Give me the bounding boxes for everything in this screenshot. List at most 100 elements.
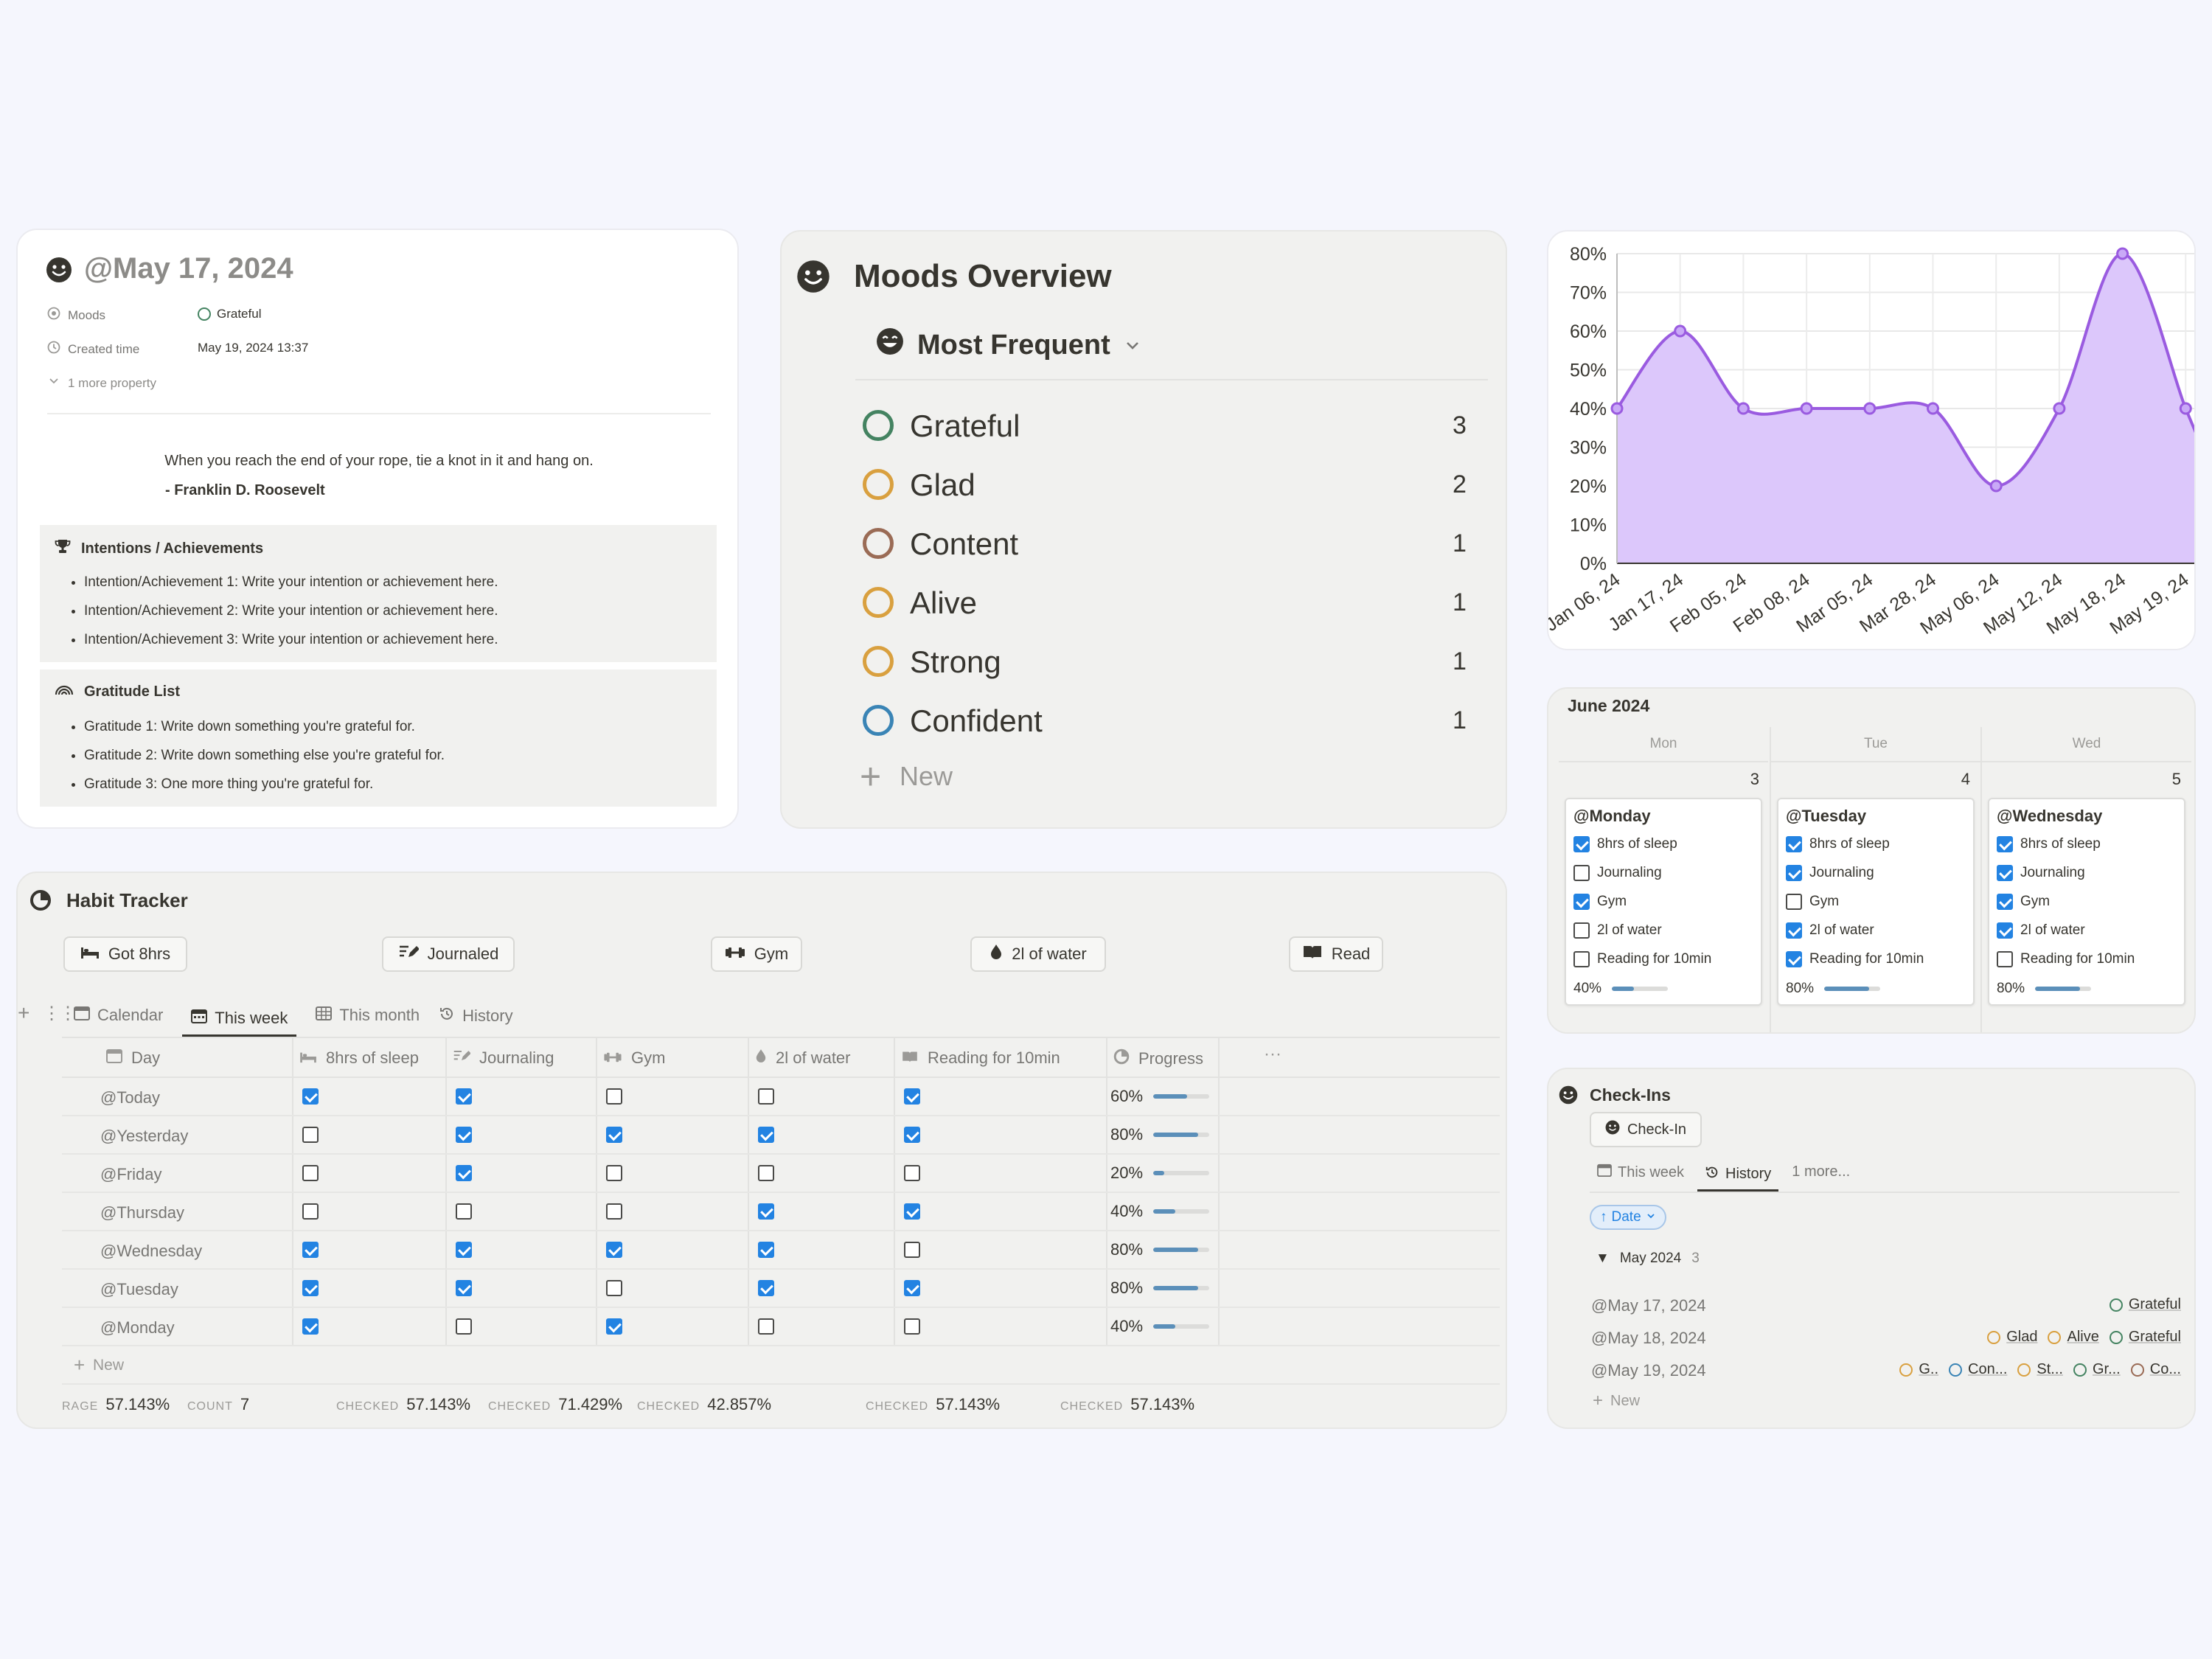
habit-checkbox[interactable] <box>302 1280 319 1296</box>
read-button[interactable]: Read <box>1289 936 1383 972</box>
calculation-cell[interactable]: CHECKED 57.143% <box>1060 1395 1194 1414</box>
data-point[interactable] <box>1989 479 2003 493</box>
habit-checkbox[interactable] <box>904 1203 920 1220</box>
table-row[interactable]: @Wednesday 80% <box>62 1231 1500 1270</box>
habit-checkbox[interactable] <box>456 1165 472 1181</box>
tab-more[interactable]: 1 more... <box>1792 1164 1851 1180</box>
habit-checkbox[interactable] <box>758 1203 774 1220</box>
mood-tag[interactable]: Grateful <box>2109 1329 2181 1346</box>
journaled-button[interactable]: Journaled <box>382 936 515 972</box>
checkbox[interactable] <box>1786 951 1802 967</box>
row-day[interactable]: @Today <box>100 1088 161 1107</box>
mood-row-content[interactable]: Content 1 <box>863 515 1512 574</box>
habit-checkbox[interactable] <box>904 1165 920 1181</box>
calculation-cell[interactable]: CHECKED 71.429% <box>488 1395 622 1414</box>
calculation-cell[interactable]: RAGE 57.143% <box>62 1395 170 1414</box>
column-header[interactable]: 8hrs of sleep <box>299 1048 419 1068</box>
row-day[interactable]: @Thursday <box>100 1203 185 1222</box>
checkbox[interactable] <box>1786 894 1802 910</box>
tab-this-week[interactable]: This week <box>182 1001 297 1037</box>
mood-tag[interactable]: Alive <box>2048 1329 2099 1346</box>
checkin-row[interactable]: @May 19, 2024 G.. Con... St... Gr... Co... <box>1591 1357 2181 1386</box>
habit-checkbox[interactable] <box>758 1318 774 1335</box>
habit-checkbox[interactable] <box>456 1242 472 1258</box>
calculation-cell[interactable]: CHECKED 57.143% <box>336 1395 470 1414</box>
column-header[interactable]: Reading for 10min <box>901 1048 1060 1068</box>
habit-checkbox[interactable] <box>904 1242 920 1258</box>
data-point[interactable] <box>1736 402 1750 415</box>
mood-tag[interactable]: Co... <box>2130 1361 2181 1378</box>
checkbox[interactable] <box>1786 836 1802 852</box>
row-day[interactable]: @Yesterday <box>100 1127 189 1145</box>
habit-checkbox[interactable] <box>758 1088 774 1105</box>
habit-checkbox-row[interactable]: 8hrs of sleep <box>1997 836 2101 852</box>
habit-checkbox-row[interactable]: 8hrs of sleep <box>1786 836 1890 852</box>
calculation-cell[interactable]: CHECKED 57.143% <box>866 1395 1000 1414</box>
habit-checkbox[interactable] <box>606 1203 622 1220</box>
habit-checkbox[interactable] <box>904 1280 920 1296</box>
habit-checkbox[interactable] <box>456 1280 472 1296</box>
habit-checkbox[interactable] <box>456 1088 472 1105</box>
habit-checkbox[interactable] <box>606 1088 622 1105</box>
data-point[interactable] <box>2053 402 2066 415</box>
table-row[interactable]: @Yesterday 80% <box>62 1116 1500 1155</box>
column-header[interactable]: 2l of water <box>755 1048 851 1068</box>
property-created-time[interactable]: Created time <box>47 341 139 358</box>
habit-checkbox[interactable] <box>456 1318 472 1335</box>
column-header[interactable]: Day <box>106 1048 160 1068</box>
new-mood-button[interactable]: + New <box>860 751 1512 802</box>
column-header[interactable]: Gym <box>603 1048 665 1068</box>
calculation-cell[interactable]: CHECKED 42.857% <box>637 1395 771 1414</box>
mood-tag[interactable]: G.. <box>1899 1361 1938 1378</box>
tab-this-week[interactable]: This week <box>1597 1159 1684 1186</box>
data-point[interactable] <box>1800 402 1813 415</box>
mood-tag[interactable]: Grateful <box>198 307 261 321</box>
habit-checkbox[interactable] <box>302 1088 319 1105</box>
habit-checkbox-row[interactable]: Gym <box>1573 894 1627 910</box>
row-day[interactable]: @Tuesday <box>100 1280 178 1298</box>
checkbox[interactable] <box>1573 836 1590 852</box>
checkbox[interactable] <box>1786 922 1802 939</box>
more-properties-toggle[interactable]: 1 more property <box>47 375 156 392</box>
checkbox[interactable] <box>1573 951 1590 967</box>
habit-checkbox[interactable] <box>758 1165 774 1181</box>
habit-checkbox-row[interactable]: Reading for 10min <box>1997 951 2135 967</box>
table-row[interactable]: @Friday 20% <box>62 1155 1500 1193</box>
table-row[interactable]: @Tuesday 80% <box>62 1270 1500 1308</box>
table-row[interactable]: @Thursday 40% <box>62 1193 1500 1231</box>
habit-checkbox[interactable] <box>606 1242 622 1258</box>
calculation-cell[interactable]: COUNT 7 <box>187 1395 249 1414</box>
habit-checkbox[interactable] <box>758 1127 774 1143</box>
habit-checkbox-row[interactable]: Gym <box>1997 894 2050 910</box>
habit-checkbox[interactable] <box>606 1318 622 1335</box>
checkin-date[interactable]: @May 17, 2024 <box>1591 1296 1706 1315</box>
habit-checkbox-row[interactable]: Journaling <box>1997 865 2085 881</box>
got-8hrs-button[interactable]: Got 8hrs <box>63 936 187 972</box>
view-selector[interactable]: Most Frequent <box>876 327 1141 363</box>
checkbox[interactable] <box>1573 922 1590 939</box>
checkbox[interactable] <box>1997 836 2013 852</box>
habit-checkbox[interactable] <box>606 1127 622 1143</box>
habit-checkbox-row[interactable]: Gym <box>1786 894 1839 910</box>
habit-checkbox[interactable] <box>758 1242 774 1258</box>
habit-checkbox[interactable] <box>904 1088 920 1105</box>
checkbox[interactable] <box>1997 865 2013 881</box>
habit-checkbox-row[interactable]: Journaling <box>1786 865 1874 881</box>
water-button[interactable]: 2l of water <box>970 936 1106 972</box>
habit-checkbox-row[interactable]: 2l of water <box>1573 922 1662 939</box>
checkin-row[interactable]: @May 18, 2024 Glad Alive Grateful <box>1591 1324 2181 1354</box>
mood-row-confident[interactable]: Confident 1 <box>863 692 1512 751</box>
mood-tag[interactable]: Glad <box>1987 1329 2037 1346</box>
habit-checkbox[interactable] <box>302 1165 319 1181</box>
tab-history[interactable]: History <box>439 1001 513 1031</box>
mood-row-glad[interactable]: Glad 2 <box>863 456 1512 515</box>
data-point[interactable] <box>1610 402 1624 415</box>
day-entry-card[interactable]: @Wednesday 8hrs of sleep Journaling Gym 2l o… <box>1988 798 2185 1006</box>
day-entry-card[interactable]: @Tuesday 8hrs of sleep Journaling Gym 2l of … <box>1777 798 1975 1006</box>
table-row[interactable]: @Today 60% <box>62 1078 1500 1116</box>
habit-checkbox[interactable] <box>302 1127 319 1143</box>
mood-row-alive[interactable]: Alive 1 <box>863 574 1512 633</box>
mood-tag[interactable]: Gr... <box>2073 1361 2121 1378</box>
gym-button[interactable]: Gym <box>711 936 802 972</box>
habit-checkbox[interactable] <box>302 1242 319 1258</box>
